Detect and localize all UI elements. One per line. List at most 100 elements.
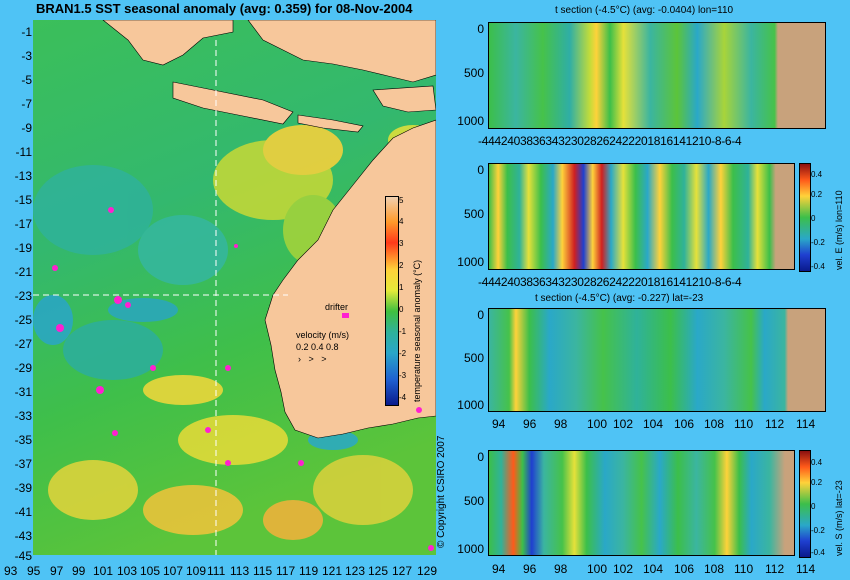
lat-tick: -45 [14,549,32,563]
section-3-xtick: 114 [796,417,816,431]
section-1-title: t section (-4.5°C) (avg: -0.0404) lon=11… [555,5,734,16]
colorbar-tick: 2 [399,261,404,270]
section-3-xtick: 112 [765,417,785,431]
colorbar-tick: 3 [399,239,404,248]
section-4-colorbar [799,450,811,558]
section-4-xtick: 100 [587,562,608,576]
lat-tick: -9 [21,121,32,135]
section-4-ytick: 1000 [457,542,484,556]
lon-tick: 113 [230,564,250,578]
section-4-xtick: 102 [613,562,634,576]
colorbar-tick: 1 [399,283,404,292]
velocity-legend-scale: 0.2 0.4 0.8 [296,342,339,352]
section-3-ytick: 0 [477,308,484,322]
drifter-legend-label: drifter [325,302,349,312]
colorbar-tick: -4 [399,393,407,402]
anomaly-patches [33,125,436,540]
section-4-xtick: 104 [643,562,664,576]
drifter-legend-marker [342,313,349,318]
lat-tick: -27 [14,337,32,351]
temperature-colorbar-label: temperature seasonal anomaly (°C) [412,259,422,402]
lon-tick: 129 [417,564,438,578]
drifter-markers [52,207,434,551]
section-4-xtick: 112 [765,562,785,576]
section-3-plot[interactable] [488,308,826,412]
map-lon-axis: 93 95 97 99 101 103 105 107 109 111 113 … [0,564,440,580]
colorbar-tick: 0 [399,305,404,314]
map-title: BRAN1.5 SST seasonal anomaly (avg: 0.359… [36,1,413,16]
lon-tick: 123 [345,564,366,578]
lon-tick: 97 [50,564,64,578]
section-3-xtick: 96 [523,417,537,431]
colorbar-tick: -2 [399,349,407,358]
velocity-legend-label: velocity (m/s) [296,330,350,340]
section-3-title: t section (-4.5°C) (avg: -0.227) lat=-23 [535,293,704,304]
sst-map[interactable] [33,20,436,555]
lat-tick: -39 [14,481,32,495]
section-2-plot[interactable] [488,163,795,270]
section-3-xaxis: 94 96 98 100 102 104 106 108 110 112 114 [488,417,826,433]
lat-tick: -31 [14,385,32,399]
lat-tick: -5 [21,73,32,87]
section-4-xaxis: 94 96 98 100 102 104 106 108 110 112 114 [488,562,826,578]
lat-tick: -13 [14,169,32,183]
section-4-plot[interactable] [488,450,795,556]
section-2-ytick: 1000 [457,255,484,269]
colorbar-tick: -1 [399,327,407,336]
map-lat-axis: -1 -3 -5 -7 -9 -11 -13 -15 -17 -19 -21 -… [0,20,32,563]
lon-tick: 125 [368,564,389,578]
lon-tick: 121 [322,564,343,578]
lat-tick: -43 [14,529,32,543]
section-4-colorbar-tick: 0.2 [811,478,823,487]
lon-tick: 103 [117,564,138,578]
section-2-colorbar-tick: -0.2 [811,238,825,247]
temperature-colorbar [385,196,399,406]
section-2-ytick: 0 [477,163,484,177]
lat-tick: -21 [14,265,32,279]
section-4-colorbar-tick: -0.2 [811,526,825,535]
section-4-xtick: 106 [674,562,695,576]
section-2-colorbar-tick: 0 [811,214,816,223]
lon-tick: 119 [299,564,319,578]
lat-tick: -7 [21,97,32,111]
section-4-colorbar-label: vel. S (m/s) lat=-23 [834,480,844,556]
lat-tick: -29 [14,361,32,375]
section-2-colorbar-tick: -0.4 [811,262,825,271]
section-4-xtick: 96 [523,562,537,576]
section-4-ytick: 500 [463,494,484,508]
section-3-xtick: 100 [587,417,608,431]
section-3-xtick: 108 [704,417,725,431]
lon-tick: 107 [163,564,184,578]
section-2-colorbar-tick: 0.2 [811,190,823,199]
lon-tick: 115 [253,564,273,578]
section-4-colorbar-tick: 0.4 [811,458,823,467]
section-4-xtick: 98 [554,562,568,576]
section-2-xticks: -444240383634323028262422201816141210-8-… [478,275,742,289]
section-3-ytick: 1000 [457,398,484,412]
section-3-xtick: 104 [643,417,664,431]
lat-tick: -11 [15,145,32,159]
section-1-ytick: 1000 [457,114,484,128]
section-2-colorbar-tick: 0.4 [811,170,823,179]
lon-tick: 93 [4,564,18,578]
lon-tick: 111 [207,564,226,578]
lat-tick: -25 [14,313,32,327]
section-3-xtick: 98 [554,417,568,431]
section-1-ytick: 500 [463,66,484,80]
lat-tick: -17 [14,217,32,231]
velocity-legend-arrows-icon: › > > [298,354,327,364]
section-2-colorbar-label: vel. E (m/s) lon=110 [834,190,844,270]
section-4-ytick: 0 [477,450,484,464]
lat-tick: -37 [14,457,32,471]
lon-tick: 105 [140,564,161,578]
lat-tick: -41 [14,505,32,519]
lon-tick: 95 [27,564,41,578]
lat-tick: -3 [21,49,32,63]
lat-tick: -23 [14,289,32,303]
section-4-xtick: 110 [734,562,754,576]
lon-tick: 99 [72,564,86,578]
section-1-plot[interactable] [488,22,826,129]
section-3-xtick: 110 [734,417,754,431]
lon-tick: 101 [93,564,114,578]
copyright: © Copyright CSIRO 2007 [436,435,447,548]
